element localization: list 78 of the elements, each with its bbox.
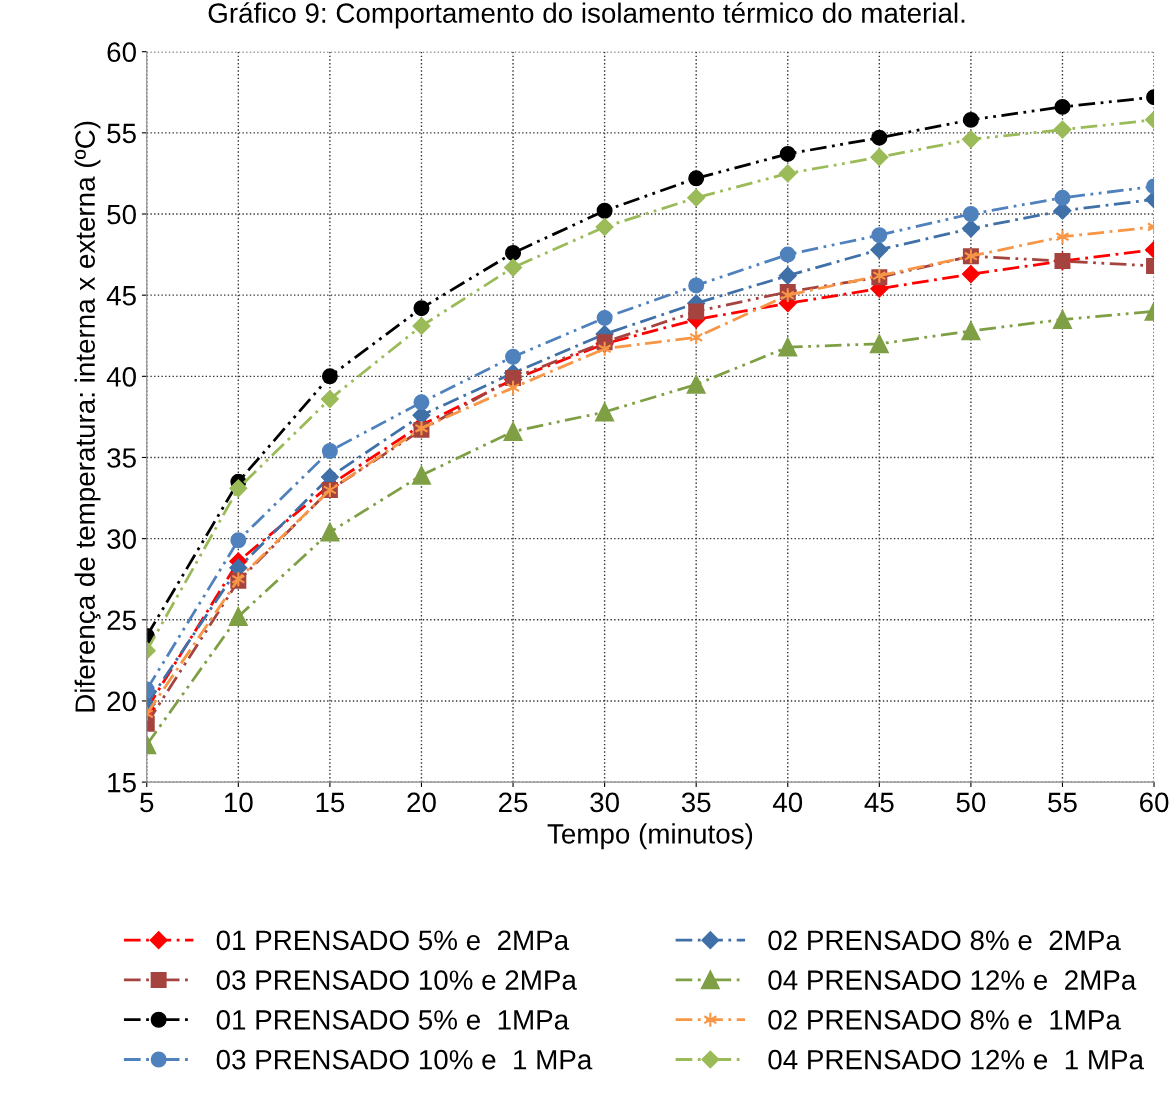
point bbox=[870, 240, 889, 259]
point bbox=[779, 145, 796, 162]
point bbox=[869, 334, 889, 354]
point bbox=[962, 206, 979, 222]
legend-label: 03 PRENSADO 10% e 1 MPa bbox=[216, 1049, 593, 1070]
point bbox=[1054, 189, 1071, 206]
point bbox=[778, 337, 798, 357]
x-tick-label: 45 bbox=[864, 792, 894, 813]
point bbox=[504, 258, 522, 277]
point bbox=[962, 265, 980, 283]
legend-label: 02 PRENSADO 8% e 2MPa bbox=[768, 930, 1121, 951]
point bbox=[505, 244, 522, 261]
y-tick-label: 35 bbox=[107, 448, 136, 468]
point bbox=[412, 465, 431, 485]
point bbox=[871, 227, 888, 244]
point bbox=[230, 532, 247, 549]
point bbox=[870, 148, 889, 167]
legend-label: 01 PRENSADO 5% e 1MPa bbox=[216, 1010, 570, 1030]
point bbox=[321, 390, 339, 408]
legend-label: 02 PRENSADO 8% e 1MPa bbox=[768, 1010, 1121, 1030]
point bbox=[688, 277, 705, 294]
point bbox=[778, 164, 797, 183]
point bbox=[1055, 228, 1070, 245]
y-tick-label: 20 bbox=[107, 691, 136, 712]
x-axis-title: Tempo (minutos) bbox=[547, 823, 753, 850]
point bbox=[686, 375, 706, 394]
point bbox=[321, 368, 338, 385]
x-tick-label: 25 bbox=[498, 792, 528, 813]
point bbox=[413, 300, 430, 317]
point bbox=[596, 202, 613, 219]
point bbox=[596, 309, 613, 326]
point bbox=[505, 348, 522, 365]
y-tick-label: 25 bbox=[107, 610, 136, 631]
point bbox=[228, 607, 248, 626]
y-tick-label: 15 bbox=[108, 773, 136, 793]
x-tick-label: 15 bbox=[316, 792, 345, 813]
y-tick-label: 30 bbox=[107, 529, 136, 549]
point bbox=[321, 443, 338, 459]
point bbox=[779, 246, 796, 263]
point bbox=[1053, 310, 1072, 329]
point bbox=[320, 522, 340, 542]
point bbox=[688, 303, 705, 320]
chart-title: Gráfico 9: Comportamento do isolamento térmico do material. bbox=[208, 2, 965, 29]
x-tick-label: 20 bbox=[407, 792, 436, 813]
x-tick-label: 60 bbox=[1140, 792, 1169, 813]
point bbox=[1054, 98, 1071, 115]
point bbox=[962, 130, 980, 149]
point bbox=[503, 422, 523, 441]
x-tick-label: 50 bbox=[956, 792, 986, 813]
legend-label: 04 PRENSADO 12% e 1 MPa bbox=[768, 1049, 1144, 1070]
y-tick-label: 45 bbox=[106, 286, 136, 306]
point bbox=[595, 402, 614, 422]
point bbox=[961, 321, 981, 341]
point bbox=[688, 170, 705, 187]
y-tick-label: 50 bbox=[107, 204, 136, 225]
legend-label: 03 PRENSADO 10% e 2MPa bbox=[216, 970, 577, 990]
y-tick-label: 55 bbox=[107, 123, 136, 144]
point bbox=[871, 129, 888, 146]
point bbox=[413, 394, 430, 411]
x-tick-label: 5 bbox=[140, 792, 154, 813]
point bbox=[687, 188, 706, 207]
y-axis-title: Diferença de temperatura: interna x externa (ºC) bbox=[74, 121, 101, 712]
x-tick-label: 30 bbox=[590, 792, 619, 813]
point bbox=[778, 266, 797, 285]
point bbox=[962, 219, 980, 238]
y-tick-label: 40 bbox=[106, 366, 136, 387]
legend-label: 04 PRENSADO 12% e 2MPa bbox=[768, 970, 1137, 990]
x-tick-label: 55 bbox=[1048, 792, 1077, 813]
point bbox=[962, 111, 979, 128]
y-tick-label: 60 bbox=[107, 42, 136, 63]
x-tick-label: 35 bbox=[681, 792, 711, 813]
point bbox=[229, 479, 248, 498]
point bbox=[412, 317, 431, 335]
point bbox=[595, 218, 614, 236]
legend-label: 01 PRENSADO 5% e 2MPa bbox=[216, 930, 570, 951]
x-tick-label: 10 bbox=[224, 792, 253, 813]
x-tick-label: 40 bbox=[772, 792, 803, 813]
point bbox=[1053, 120, 1072, 139]
